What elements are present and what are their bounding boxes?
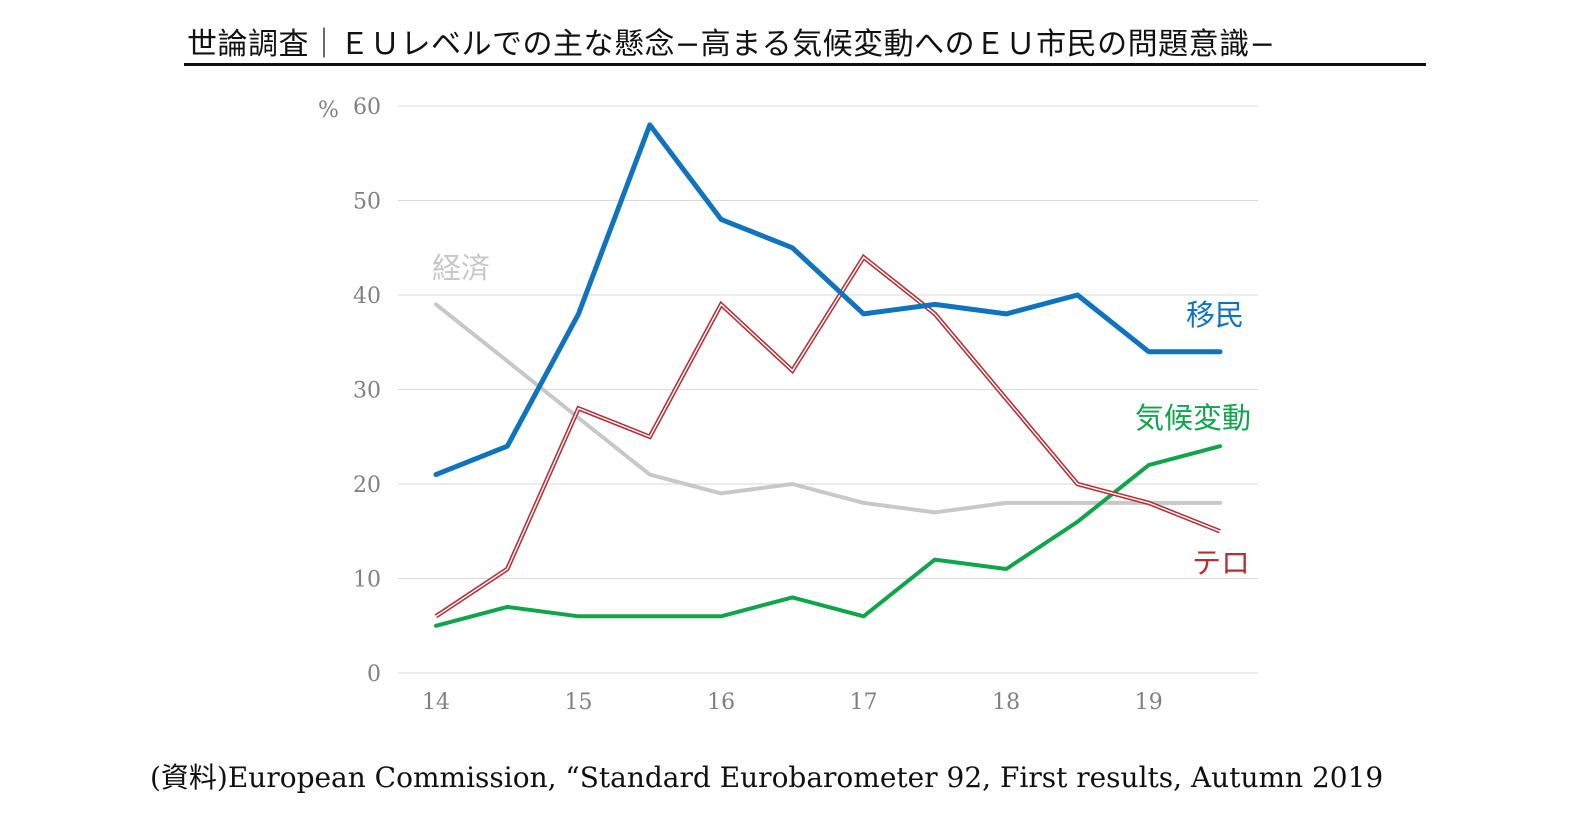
series-lines — [433, 122, 1223, 628]
x-tick-label: 15 — [565, 690, 593, 715]
x-axis-ticks: 14 15 16 17 18 19 — [422, 690, 1163, 715]
y-axis-ticks: 0 10 20 30 40 50 60 — [353, 95, 381, 687]
series-label-economy: 経済 — [432, 251, 490, 285]
grid-lines — [398, 105, 1258, 674]
series-label-climate: 気候変動 — [1135, 401, 1251, 435]
title-underline — [184, 63, 1426, 66]
x-tick-label: 14 — [422, 690, 450, 715]
y-tick-label: 20 — [353, 473, 381, 498]
y-tick-label: 0 — [367, 662, 381, 687]
source-note: (資料)European Commission, “Standard Eurob… — [150, 761, 1384, 794]
y-tick-label: 10 — [353, 568, 381, 593]
series-line-terror-inner — [435, 256, 1221, 617]
x-tick-label: 17 — [850, 690, 878, 715]
y-tick-label: 60 — [353, 95, 381, 120]
series-label-terror: テロ — [1192, 546, 1250, 580]
y-tick-label: 40 — [353, 284, 381, 309]
y-axis-unit: % — [318, 98, 339, 123]
x-tick-label: 19 — [1135, 690, 1163, 715]
x-tick-label: 18 — [992, 690, 1020, 715]
series-line-terror-outer — [434, 253, 1221, 619]
series-line-climate — [434, 444, 1222, 628]
series-line-immigration — [433, 122, 1223, 478]
series-label-immigration: 移民 — [1186, 298, 1244, 332]
y-tick-label: 50 — [353, 190, 381, 215]
series-line-economy — [434, 302, 1222, 515]
chart-title: 世論調査｜ＥＵレベルでの主な懸念−高まる気候変動へのＥＵ市民の問題意識− — [187, 27, 1276, 62]
y-tick-label: 30 — [353, 379, 381, 404]
x-tick-label: 16 — [707, 690, 735, 715]
